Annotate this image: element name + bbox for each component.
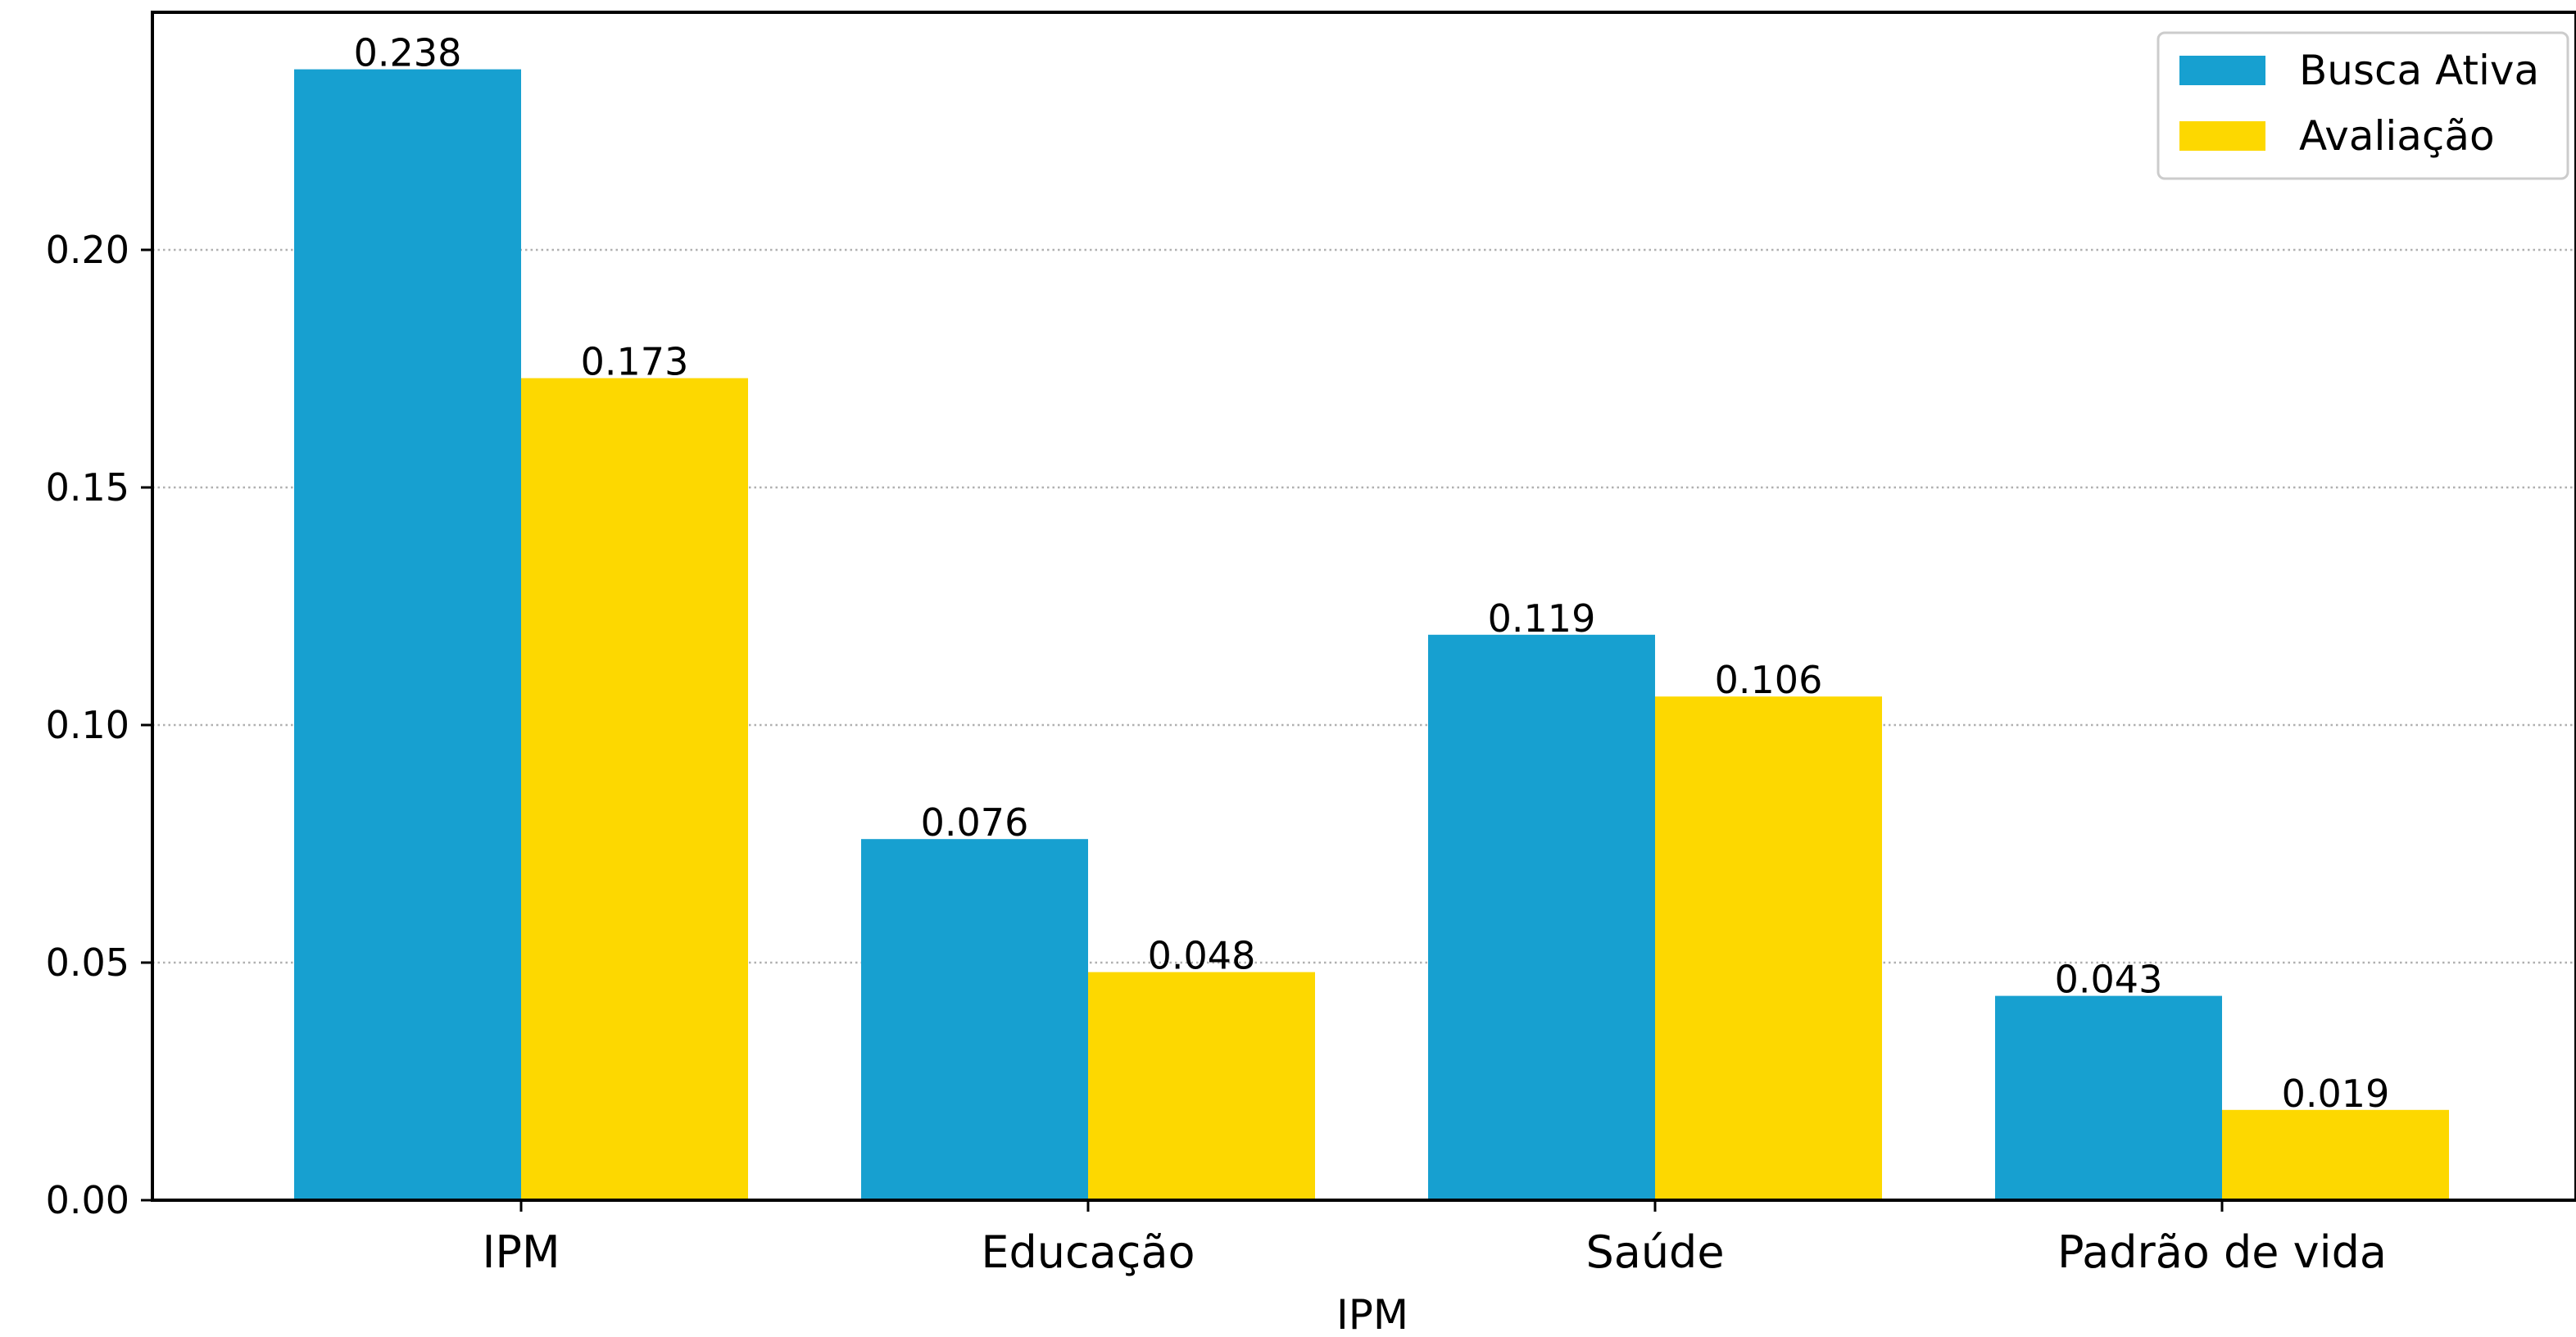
legend: Busca Ativa Avaliação xyxy=(2156,31,2569,180)
y-tick-label: 0.05 xyxy=(46,940,129,985)
x-axis: IPM Educação Saúde Padrão de vida xyxy=(482,1200,2387,1278)
bar xyxy=(1428,634,1655,1200)
data-label: 0.173 xyxy=(581,340,689,384)
legend-label: Busca Ativa xyxy=(2299,47,2539,94)
data-label: 0.106 xyxy=(1715,658,1823,702)
bar xyxy=(294,69,521,1201)
bars-group xyxy=(294,69,2449,1201)
y-tick-label: 0.10 xyxy=(46,703,129,747)
x-tick-label: Padrão de vida xyxy=(2057,1226,2387,1278)
x-tick-label: IPM xyxy=(482,1226,560,1278)
y-tick-label: 0.20 xyxy=(46,228,129,272)
data-label: 0.048 xyxy=(1148,934,1256,978)
x-tick-label: Educação xyxy=(981,1226,1195,1278)
legend-swatch xyxy=(2179,56,2265,85)
y-axis: 0.00 0.05 0.10 0.15 0.20 xyxy=(46,228,152,1222)
plot-frame xyxy=(151,11,2576,1202)
bar xyxy=(1088,972,1315,1200)
bar xyxy=(521,378,748,1201)
y-tick-label: 0.15 xyxy=(46,465,129,510)
y-tick-label: 0.00 xyxy=(46,1178,129,1222)
legend-label: Avaliação xyxy=(2299,112,2495,160)
x-axis-label: IPM xyxy=(1336,1291,1408,1337)
bar xyxy=(2222,1109,2449,1200)
bar xyxy=(1995,995,2222,1200)
bar xyxy=(861,839,1088,1200)
x-tick-label: Saúde xyxy=(1585,1226,1724,1278)
data-label: 0.238 xyxy=(354,31,462,75)
data-label: 0.019 xyxy=(2282,1072,2390,1116)
data-labels-group: 0.238 0.173 0.076 0.048 0.119 0.106 0.043 0.019 xyxy=(354,31,2390,1116)
legend-swatch xyxy=(2179,121,2265,151)
grid-lines xyxy=(152,248,2576,964)
data-label: 0.076 xyxy=(921,800,1029,845)
data-label: 0.119 xyxy=(1488,596,1596,641)
data-label: 0.043 xyxy=(2055,958,2163,1002)
bar xyxy=(1655,696,1882,1200)
